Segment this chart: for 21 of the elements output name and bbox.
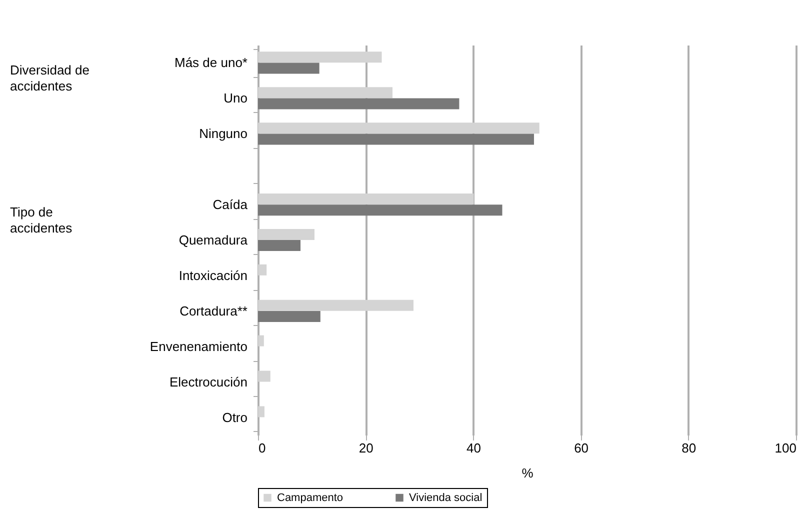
y-tick-label: Quemadura: [178, 232, 248, 248]
x-tick-label: 40: [466, 440, 481, 456]
legend-label: Vivienda social: [409, 492, 482, 504]
text: Diversidad de accidentes: [10, 62, 90, 94]
y-tick-label: Caída: [212, 197, 248, 212]
legend-label: Campamento: [277, 492, 344, 504]
y-tick-label: Envenenamiento: [150, 338, 248, 354]
x-tick-label: 100: [774, 440, 796, 456]
x-tick-label: 60: [574, 440, 589, 456]
y-tick-label: Más de uno*: [174, 55, 248, 70]
y-tick-label: Ninguno: [199, 126, 248, 142]
y-tick-label: Electrocución: [169, 374, 248, 390]
x-tick-label: 20: [358, 440, 374, 456]
x-axis-title: %: [522, 466, 534, 480]
text: Tipo de accidentes: [10, 204, 73, 236]
x-tick-label: 80: [682, 440, 696, 456]
x-tick-label: 0: [258, 440, 266, 456]
y-tick-label: Cortadura**: [180, 303, 248, 318]
y-tick-label: Otro: [222, 410, 248, 425]
y-tick-label: Uno: [224, 90, 248, 106]
y-tick-label: Intoxicación: [178, 268, 248, 283]
